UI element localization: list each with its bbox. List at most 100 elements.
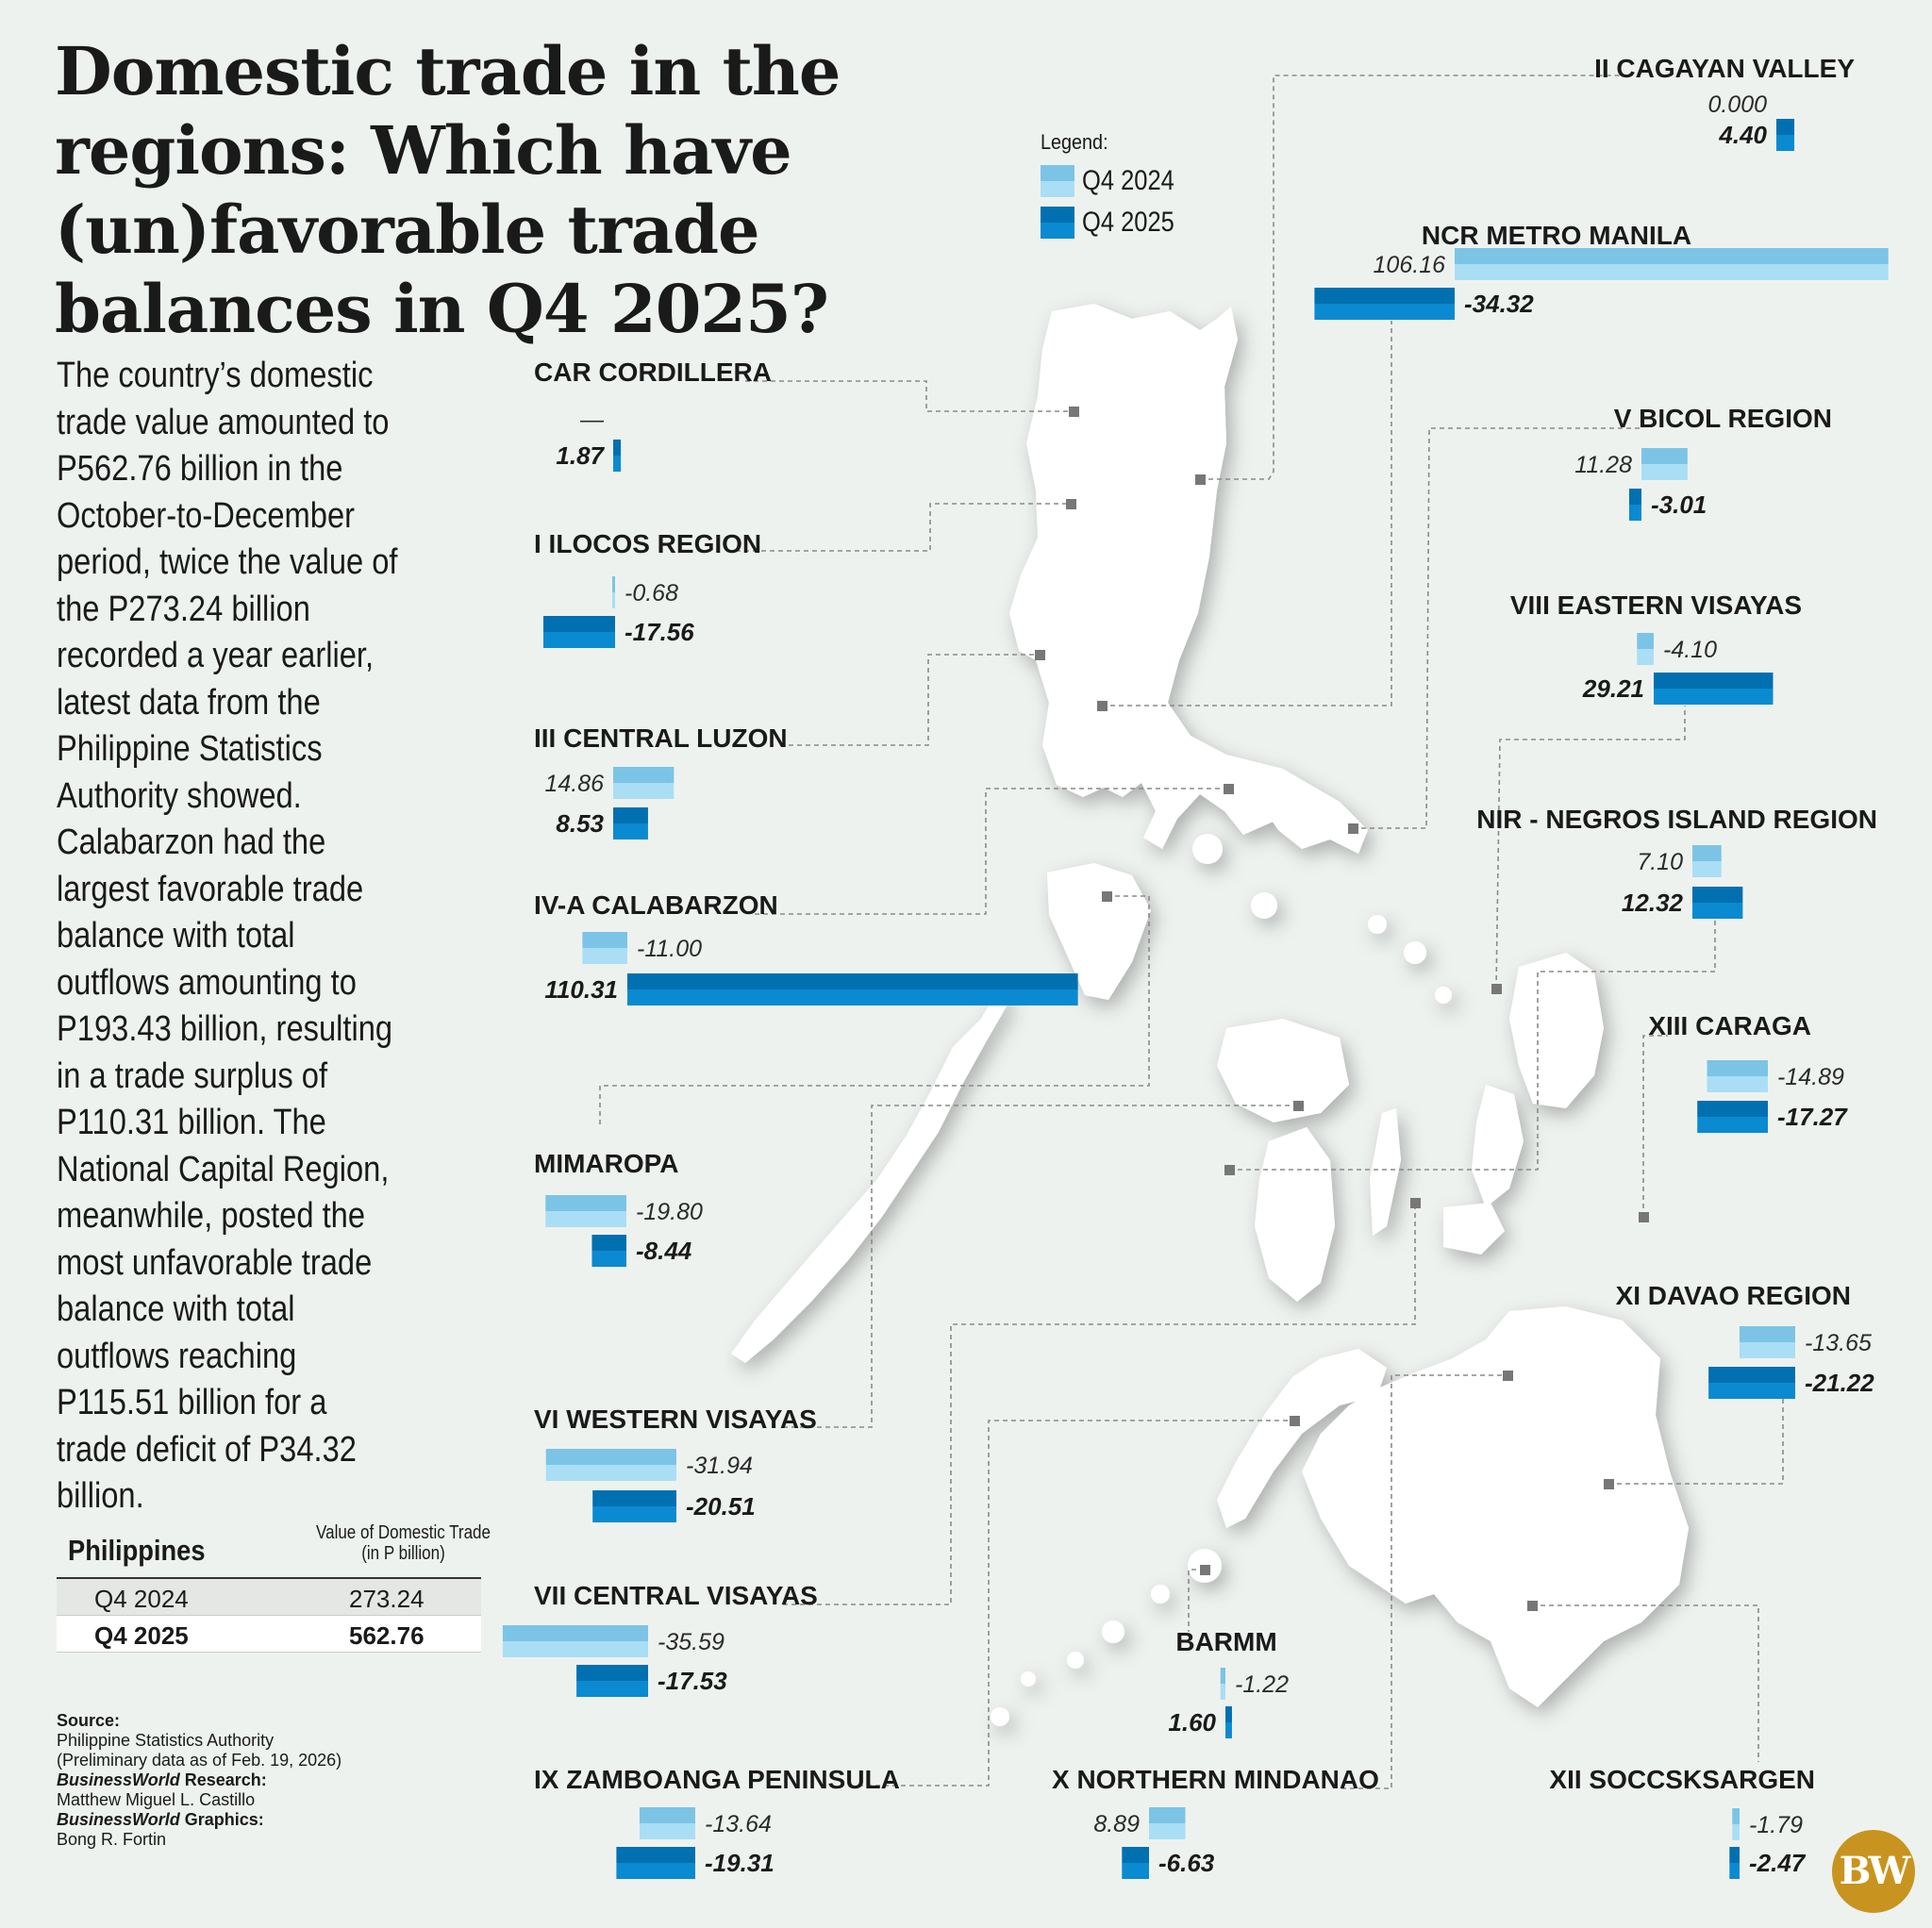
legend-label-q4-2024: Q4 2024 (1082, 165, 1174, 196)
value-label-q4-2024-iv-a-calabarzon: -11.00 (637, 936, 702, 962)
value-label-q4-2024-nir-negros-island-region: 7.10 (1637, 849, 1683, 875)
source-name: Philippine Statistics Authority (57, 1731, 275, 1750)
value-label-q4-2024-iii-central-luzon: 14.86 (544, 771, 604, 797)
bar-q4-2024-xi-davao-region (1739, 1326, 1795, 1342)
value-label-q4-2025-ix-zamboanga-peninsula: -19.31 (705, 1849, 774, 1877)
bar-q4-2025-v-bicol-region (1628, 489, 1641, 505)
bar-q4-2025-lower-vii-central-visayas (576, 1681, 648, 1697)
map-marker-mimaropa (1102, 891, 1112, 902)
region-label-iv-a-calabarzon: IV-A CALABARZON (534, 890, 778, 920)
bar-q4-2024-lower-x-northern-mindanao (1149, 1823, 1186, 1839)
value-label-q4-2024-xi-davao-region: -13.65 (1805, 1330, 1872, 1356)
bar-q4-2024-viii-eastern-visayas (1637, 633, 1654, 649)
bar-q4-2024-xiii-caraga (1707, 1060, 1768, 1076)
bar-q4-2024-vi-western-visayas (545, 1449, 676, 1465)
national-table-column-header: Value of Domestic Trade (in P billion) (283, 1522, 524, 1564)
value-label-q4-2024-ix-zamboanga-peninsula: -13.64 (705, 1811, 772, 1837)
column-header-line-2: (in P billion) (361, 1543, 445, 1564)
bar-q4-2025-lower-viii-eastern-visayas (1654, 689, 1774, 705)
bar-q4-2025-nir-negros-island-region (1692, 887, 1743, 903)
map-marker-vi-western-visayas (1293, 1101, 1304, 1111)
map-marker-v-bicol-region (1348, 823, 1358, 834)
leader-line-ii-cagayan-valley (1200, 75, 1623, 480)
value-label-q4-2025-car-cordillera: 1.87 (556, 441, 605, 470)
value-label-q4-2025-xiii-caraga: -17.27 (1777, 1103, 1848, 1131)
legend-item-q4-2025: Q4 2025 (1041, 202, 1191, 243)
national-table-label: Philippines (68, 1534, 206, 1567)
research-heading: Research: (179, 1770, 267, 1789)
leader-line-barmm (1188, 1569, 1205, 1632)
column-header-line-1: Value of Domestic Trade (316, 1522, 491, 1543)
source-note: (Preliminary data as of Feb. 19, 2026) (57, 1751, 342, 1770)
bar-q4-2024-lower-ix-zamboanga-peninsula (639, 1823, 695, 1839)
map-land (731, 304, 1689, 1726)
value-label-q4-2025-xi-davao-region: -21.22 (1805, 1369, 1874, 1397)
bar-q4-2024-lower-iv-a-calabarzon (582, 948, 627, 964)
region-label-xii-soccsksargen: XII SOCCSKSARGEN (1549, 1765, 1815, 1794)
bar-q4-2025-viii-eastern-visayas (1654, 673, 1774, 689)
legend-swatch-q4-2024 (1041, 165, 1074, 197)
bar-q4-2025-iv-a-calabarzon (627, 973, 1078, 989)
bar-q4-2025-lower-vi-western-visayas (592, 1506, 676, 1522)
map-marker-xi-davao-region (1604, 1479, 1614, 1489)
region-label-car-cordillera: CAR CORDILLERA (534, 357, 772, 387)
national-table-row: Q4 2025 562.76 (57, 1616, 481, 1653)
map-marker-viii-eastern-visayas (1491, 984, 1502, 994)
bar-q4-2024-ncr-metro-manila (1455, 248, 1889, 264)
bar-q4-2024-lower-mimaropa (545, 1211, 626, 1227)
legend-swatch-q4-2025 (1041, 207, 1074, 239)
bar-q4-2024-lower-ncr-metro-manila (1455, 264, 1889, 280)
region-label-ii-cagayan-valley: II CAGAYAN VALLEY (1594, 54, 1855, 83)
bar-q4-2025-lower-iv-a-calabarzon (627, 989, 1078, 1006)
bar-q4-2025-lower-iii-central-luzon (613, 823, 648, 839)
bar-q4-2025-ncr-metro-manila (1314, 288, 1455, 304)
leader-line-iii-central-luzon (780, 654, 1040, 746)
bar-q4-2025-i-ilocos-region (542, 616, 615, 632)
national-table-header: Philippines Value of Domestic Trade (in … (57, 1521, 491, 1579)
bar-q4-2024-lower-xiii-caraga (1707, 1076, 1768, 1092)
map-marker-barmm (1200, 1565, 1210, 1575)
map-marker-ncr-metro-manila (1097, 701, 1108, 711)
bar-q4-2025-lower-barmm (1225, 1722, 1232, 1738)
bar-q4-2025-mimaropa (591, 1235, 626, 1251)
map-marker-xiii-caraga (1639, 1212, 1649, 1222)
leader-line-nir-negros-island-region (1229, 920, 1716, 1171)
bar-q4-2024-lower-iii-central-luzon (613, 783, 675, 799)
bar-q4-2025-barmm (1225, 1706, 1232, 1722)
leader-line-vii-central-visayas (783, 1203, 1416, 1605)
bar-q4-2025-lower-nir-negros-island-region (1692, 903, 1743, 919)
bar-q4-2025-iii-central-luzon (613, 807, 648, 823)
value-label-q4-2025-x-northern-mindanao: -6.63 (1158, 1849, 1215, 1877)
graphics-brand: BusinessWorld (57, 1810, 180, 1829)
credits: Source: Philippine Statistics Authority … (57, 1711, 415, 1850)
graphics-heading: Graphics: (179, 1810, 264, 1829)
region-label-xiii-caraga: XIII CARAGA (1648, 1011, 1811, 1040)
map-marker-ii-cagayan-valley (1195, 474, 1206, 485)
leader-line-i-ilocos-region (736, 503, 1071, 552)
bar-q4-2025-xi-davao-region (1708, 1367, 1795, 1383)
research-name: Matthew Miguel L. Castillo (57, 1790, 256, 1809)
bar-q4-2024-lower-nir-negros-island-region (1692, 861, 1722, 877)
map-marker-car-cordillera (1069, 407, 1079, 417)
bar-q4-2024-iv-a-calabarzon (582, 932, 627, 948)
bar-q4-2024-v-bicol-region (1641, 448, 1688, 464)
bar-q4-2025-lower-xii-soccsksargen (1729, 1863, 1740, 1879)
region-label-vii-central-visayas: VII CENTRAL VISAYAS (534, 1581, 818, 1610)
bar-q4-2025-ix-zamboanga-peninsula (616, 1847, 695, 1863)
bar-q4-2025-lower-ii-cagayan-valley (1776, 135, 1795, 151)
bar-q4-2024-lower-vii-central-visayas (502, 1641, 648, 1657)
national-table-period: Q4 2025 (94, 1621, 189, 1650)
region-label-x-northern-mindanao: X NORTHERN MINDANAO (1052, 1765, 1379, 1794)
bar-q4-2025-vii-central-visayas (576, 1665, 648, 1681)
bar-q4-2025-lower-car-cordillera (613, 456, 622, 472)
national-summary-table: Philippines Value of Domestic Trade (in … (57, 1521, 491, 1653)
value-label-q4-2024-mimaropa: -19.80 (636, 1199, 703, 1225)
leader-line-v-bicol-region (1353, 427, 1641, 829)
region-label-i-ilocos-region: I ILOCOS REGION (534, 529, 761, 558)
page-title: Domestic trade in the regions: Which hav… (55, 32, 841, 348)
region-label-v-bicol-region: V BICOL REGION (1614, 404, 1832, 433)
national-table-row: Q4 2024 273.24 (57, 1579, 481, 1616)
region-label-mimaropa: MIMAROPA (534, 1149, 678, 1178)
legend-title: Legend: (1041, 130, 1108, 154)
